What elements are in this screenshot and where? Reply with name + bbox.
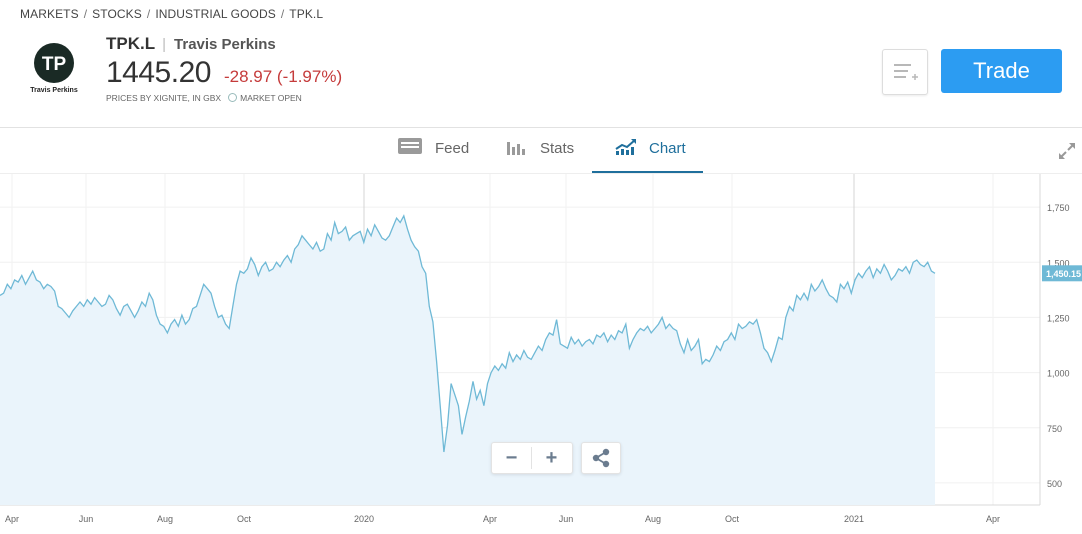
x-tick-label: Apr xyxy=(986,514,1000,524)
fullscreen-button[interactable] xyxy=(1057,141,1077,166)
y-tick-label: 750 xyxy=(1047,424,1062,434)
expand-icon xyxy=(1059,143,1075,159)
price-chart[interactable]: 1,750 1,500 1,250 1,000 750 500 Apr Jun Aug Oct 2… xyxy=(0,174,1082,534)
company-logo: TP xyxy=(34,43,74,83)
y-axis: 1,750 1,500 1,250 1,000 750 500 xyxy=(1047,203,1070,489)
y-tick-label: 500 xyxy=(1047,479,1062,489)
x-tick-label: 2020 xyxy=(354,514,374,524)
ticker-symbol: TPK.L xyxy=(106,34,156,53)
logo-initials: TP xyxy=(42,54,67,75)
logo-caption: Travis Perkins xyxy=(30,87,78,94)
tab-stats[interactable]: Stats xyxy=(506,128,574,173)
share-icon xyxy=(592,448,610,468)
breadcrumb-stocks[interactable]: STOCKS xyxy=(92,7,142,21)
tab-chart-label: Chart xyxy=(649,140,686,157)
tab-stats-label: Stats xyxy=(540,140,575,157)
zoom-in-button[interactable]: + xyxy=(545,447,558,469)
breadcrumb: MARKETS / STOCKS / INDUSTRIAL GOODS / TPK.L xyxy=(20,7,324,21)
price-meta: PRICES BY XIGNITE, IN GBX MARKET OPEN xyxy=(106,93,302,103)
x-tick-label: Aug xyxy=(157,514,173,524)
price-source: PRICES BY XIGNITE, IN GBX xyxy=(106,93,222,103)
add-to-watchlist-button[interactable] xyxy=(882,49,928,95)
feed-icon xyxy=(398,138,422,154)
current-price-marker: 1,450.15 xyxy=(1042,265,1082,282)
y-tick-label: 1,500 xyxy=(1047,258,1070,268)
breadcrumb-current: TPK.L xyxy=(289,7,324,21)
x-tick-label: Oct xyxy=(237,514,252,524)
price-line xyxy=(0,214,936,453)
price-change: -28.97 (-1.97%) xyxy=(224,67,343,86)
x-axis: Apr Jun Aug Oct 2020 Apr Jun Aug Oct 2021 Apr xyxy=(5,514,1000,524)
header-divider xyxy=(0,127,1082,128)
clock-icon xyxy=(228,93,238,102)
zoom-controls: − + xyxy=(491,442,573,474)
company-name: Travis Perkins xyxy=(174,36,276,53)
trend-chart-icon xyxy=(615,139,636,155)
bar-chart-icon xyxy=(507,142,525,155)
current-price-tag xyxy=(1042,265,1082,282)
market-status: MARKET OPEN xyxy=(240,93,302,103)
breadcrumb-markets[interactable]: MARKETS xyxy=(20,7,79,21)
view-tabs: Feed Stats Chart xyxy=(0,128,1082,173)
x-tick-label: Jun xyxy=(79,514,94,524)
y-tick-label: 1,750 xyxy=(1047,203,1070,213)
x-tick-label: Aug xyxy=(645,514,661,524)
tabs-divider xyxy=(0,173,1082,174)
list-add-icon xyxy=(894,64,918,80)
breadcrumb-industrial-goods[interactable]: INDUSTRIAL GOODS xyxy=(155,7,276,21)
tab-feed-label: Feed xyxy=(435,140,470,157)
x-tick-label: Apr xyxy=(5,514,19,524)
x-tick-label: 2021 xyxy=(844,514,864,524)
tab-feed[interactable]: Feed xyxy=(397,128,469,173)
y-tick-label: 1,000 xyxy=(1047,369,1070,379)
x-tick-label: Oct xyxy=(725,514,740,524)
share-button[interactable] xyxy=(581,442,621,474)
x-tick-label: Apr xyxy=(483,514,497,524)
ticker-header: TPK.L | Travis Perkins xyxy=(106,34,276,53)
y-tick-label: 1,250 xyxy=(1047,313,1070,323)
current-price: 1445.20 xyxy=(106,56,211,89)
x-tick-label: Jun xyxy=(559,514,574,524)
zoom-out-button[interactable]: − xyxy=(505,447,518,469)
zoom-separator xyxy=(531,447,532,469)
price-area xyxy=(0,215,935,505)
trade-button[interactable]: Trade xyxy=(941,49,1062,93)
current-price-label: 1,450.15 xyxy=(1046,269,1081,279)
tab-chart[interactable]: Chart xyxy=(592,128,703,173)
